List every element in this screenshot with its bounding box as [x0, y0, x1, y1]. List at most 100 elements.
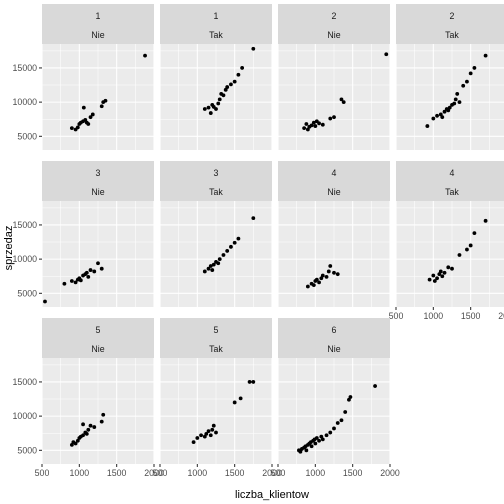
facet-strip: [42, 318, 154, 358]
data-point: [99, 266, 104, 271]
data-point: [232, 79, 237, 84]
data-point: [431, 116, 436, 121]
y-tick-label: 10000: [13, 97, 38, 107]
data-point: [81, 433, 85, 438]
data-point: [90, 112, 95, 117]
data-point: [232, 400, 237, 405]
data-point: [86, 427, 91, 432]
data-point: [341, 100, 346, 105]
data-point: [468, 71, 473, 76]
data-point: [143, 53, 147, 58]
data-point: [62, 281, 67, 286]
facet-strip-label-answer: Tak: [209, 344, 223, 354]
data-point: [78, 278, 83, 283]
x-tick-label: 2000: [380, 468, 400, 478]
data-point: [99, 104, 104, 109]
data-point: [236, 236, 241, 241]
data-point: [229, 82, 233, 87]
data-point: [440, 274, 445, 279]
data-point: [472, 66, 477, 70]
data-point: [440, 115, 445, 120]
data-point: [483, 218, 488, 223]
x-tick-label: 1500: [461, 311, 481, 321]
data-point: [304, 122, 309, 126]
data-point: [206, 105, 211, 110]
data-point: [328, 264, 333, 268]
data-point: [225, 249, 230, 253]
x-tick-label: 1000: [70, 468, 90, 478]
data-point: [216, 101, 221, 106]
data-point: [236, 72, 241, 77]
data-point: [217, 97, 222, 102]
data-point: [81, 105, 86, 110]
x-axis-title: liczba_klientow: [235, 489, 309, 501]
y-tick-label: 5000: [17, 288, 37, 298]
data-point: [442, 109, 447, 114]
facet-strip-label-answer: Nie: [327, 344, 340, 354]
data-point: [332, 115, 336, 120]
facet-strip-label-answer: Tak: [445, 30, 459, 40]
data-point: [335, 421, 340, 425]
data-point: [88, 268, 93, 272]
facet-strip: [278, 4, 390, 44]
data-point: [302, 126, 307, 131]
facet-strip-label-answer: Nie: [91, 30, 104, 40]
data-point: [328, 116, 333, 121]
data-point: [446, 265, 451, 270]
data-point: [202, 269, 207, 274]
data-point: [483, 53, 488, 58]
data-point: [313, 441, 318, 446]
y-tick-label: 15000: [13, 63, 38, 73]
data-point: [324, 433, 329, 438]
data-point: [99, 419, 104, 424]
data-point: [204, 432, 209, 436]
data-point: [86, 275, 91, 279]
data-point: [88, 115, 93, 120]
data-point: [339, 97, 344, 102]
facet-strip: [42, 161, 154, 201]
data-point: [238, 396, 243, 401]
facet-strip-label-group: 2: [450, 11, 455, 21]
data-point: [373, 384, 377, 388]
data-point: [88, 423, 93, 428]
x-tick-label: 500: [153, 468, 168, 478]
data-point: [457, 253, 462, 257]
data-point: [221, 253, 226, 257]
facet-strip-label-answer: Tak: [209, 30, 223, 40]
data-point: [210, 268, 215, 272]
data-point: [326, 269, 331, 274]
data-point: [317, 280, 321, 285]
data-point: [317, 121, 321, 126]
facet-strip-label-group: 4: [450, 168, 455, 178]
facet-panel: 2 Tak: [395, 4, 504, 150]
data-point: [332, 270, 336, 275]
data-point: [435, 276, 439, 281]
data-point: [86, 122, 91, 126]
data-point: [92, 269, 97, 274]
data-point: [311, 120, 316, 125]
data-point: [210, 427, 215, 432]
x-tick-label: 500: [35, 468, 50, 478]
panel-background: [396, 44, 504, 150]
data-point: [348, 395, 353, 399]
data-point: [73, 441, 78, 446]
data-point: [84, 270, 89, 275]
data-point: [92, 425, 97, 429]
data-point: [457, 100, 462, 105]
x-tick-label: 1000: [188, 468, 208, 478]
data-point: [251, 380, 256, 384]
data-point: [208, 111, 213, 115]
x-tick-label: 2000: [262, 468, 282, 478]
data-point: [332, 426, 336, 431]
data-point: [202, 107, 207, 111]
facet-strip: [160, 4, 272, 44]
y-axis-title: sprzedaz: [3, 226, 15, 271]
x-tick-label: 2000: [144, 468, 164, 478]
data-point: [225, 85, 230, 89]
data-point: [461, 83, 466, 88]
data-point: [339, 418, 344, 423]
y-tick-label: 10000: [13, 411, 38, 421]
x-tick-label: 500: [271, 468, 286, 478]
data-point: [208, 433, 213, 438]
facet-panel: 4 Tak 500 1000 1500 2000: [389, 161, 504, 321]
